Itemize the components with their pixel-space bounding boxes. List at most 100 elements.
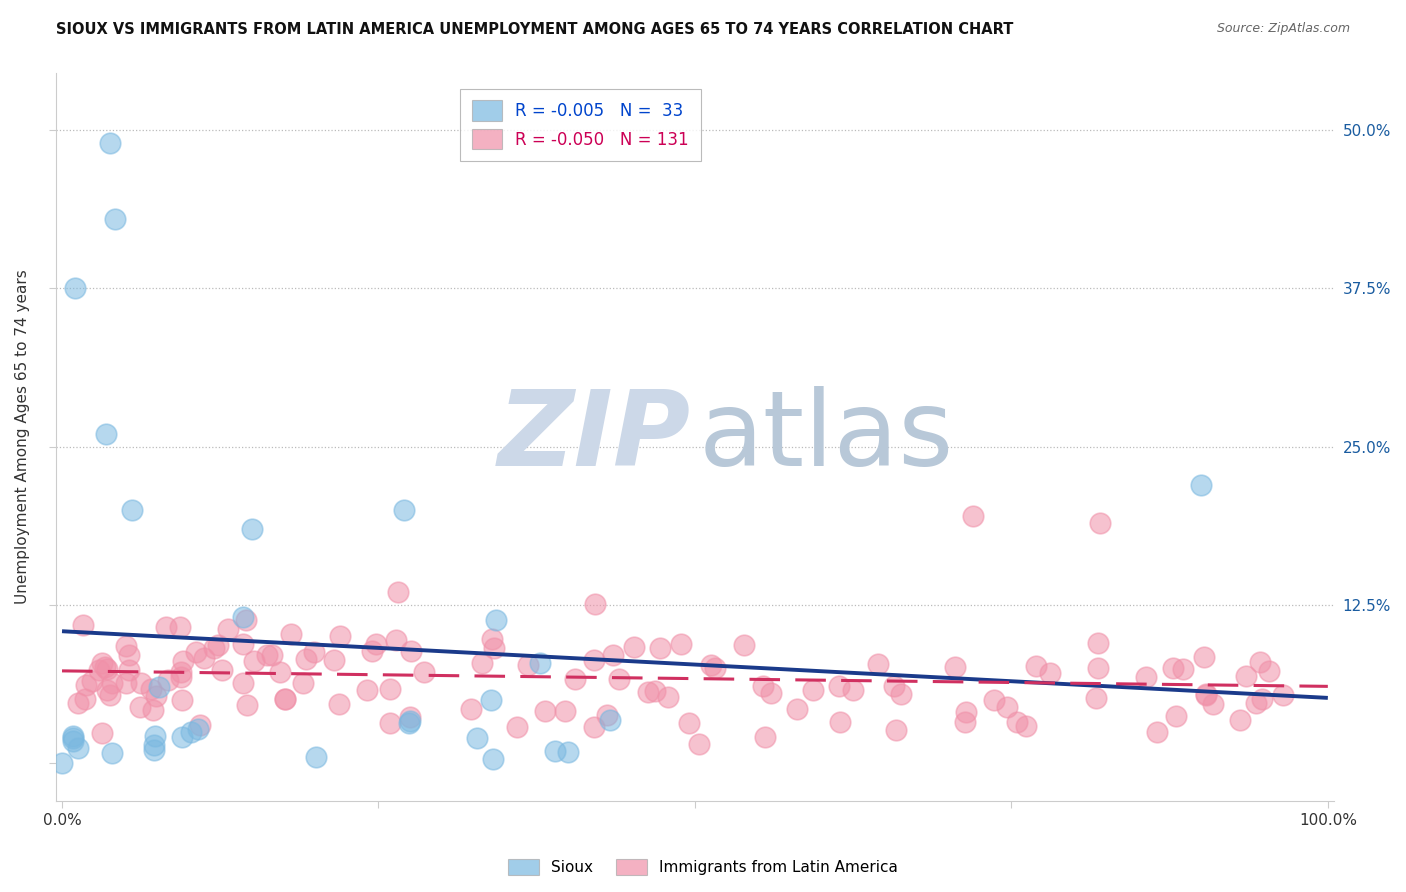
Point [115,676,138,690]
Point [1146,724,1168,739]
Legend: R = -0.005   N =  33, R = -0.050   N = 131: R = -0.005 N = 33, R = -0.050 N = 131 [460,88,700,161]
Point [688,737,710,751]
Point [305,749,328,764]
Point [98,688,121,702]
Point [62,731,84,745]
Point [101,676,124,690]
Point [1084,691,1107,706]
Point [1249,655,1271,669]
Point [193,651,215,665]
Point [1258,664,1281,678]
Point [180,725,202,739]
Point [211,663,233,677]
Point [62,734,84,748]
Point [141,681,163,696]
Point [1039,666,1062,681]
Point [80,673,103,688]
Point [399,644,422,658]
Point [1189,477,1212,491]
Point [583,597,606,611]
Point [841,683,863,698]
Point [143,729,166,743]
Point [378,682,401,697]
Point [1236,669,1258,683]
Point [786,702,808,716]
Point [733,638,755,652]
Point [156,673,179,687]
Point [801,683,824,698]
Point [232,637,254,651]
Point [115,639,138,653]
Point [482,641,505,656]
Point [506,720,529,734]
Point [96,683,118,698]
Point [155,620,177,634]
Point [94,660,117,674]
Point [170,670,193,684]
Point [273,692,295,706]
Point [1088,516,1111,530]
Point [554,704,576,718]
Point [96,662,118,676]
Point [1272,688,1295,702]
Point [623,640,645,654]
Point [596,707,619,722]
Point [582,653,605,667]
Point [529,656,551,670]
Point [485,613,508,627]
Point [89,663,111,677]
Point [1246,696,1268,710]
Point [100,746,122,760]
Point [943,660,966,674]
Point [280,627,302,641]
Point [399,710,422,724]
Point [481,752,503,766]
Point [187,722,209,736]
Point [1135,670,1157,684]
Point [582,721,605,735]
Point [184,645,207,659]
Point [202,641,225,656]
Point [328,697,350,711]
Point [599,713,621,727]
Point [235,613,257,627]
Point [98,136,121,150]
Point [240,522,263,536]
Point [657,690,679,704]
Point [172,730,194,744]
Point [169,620,191,634]
Point [1087,661,1109,675]
Point [399,714,422,729]
Point [607,673,630,687]
Point [67,696,90,710]
Point [637,685,659,699]
Text: SIOUX VS IMMIGRANTS FROM LATIN AMERICA UNEMPLOYMENT AMONG AGES 65 TO 74 YEARS CO: SIOUX VS IMMIGRANTS FROM LATIN AMERICA U… [56,22,1014,37]
Point [63,281,86,295]
Point [962,509,984,524]
Point [142,703,165,717]
Point [564,672,586,686]
Point [517,658,540,673]
Point [479,692,502,706]
Text: ZIP: ZIP [498,386,692,488]
Point [398,716,420,731]
Point [172,654,194,668]
Point [170,665,193,680]
Point [104,211,127,226]
Point [295,651,318,665]
Point [118,663,141,677]
Point [602,648,624,662]
Point [143,738,166,752]
Point [1201,697,1223,711]
Point [1192,649,1215,664]
Point [700,658,723,673]
Text: Source: ZipAtlas.com: Source: ZipAtlas.com [1216,22,1350,36]
Point [235,698,257,713]
Point [868,657,890,671]
Point [759,686,782,700]
Point [481,632,503,647]
Y-axis label: Unemployment Among Ages 65 to 74 years: Unemployment Among Ages 65 to 74 years [15,269,30,605]
Point [955,705,977,719]
Point [387,584,409,599]
Point [828,714,851,729]
